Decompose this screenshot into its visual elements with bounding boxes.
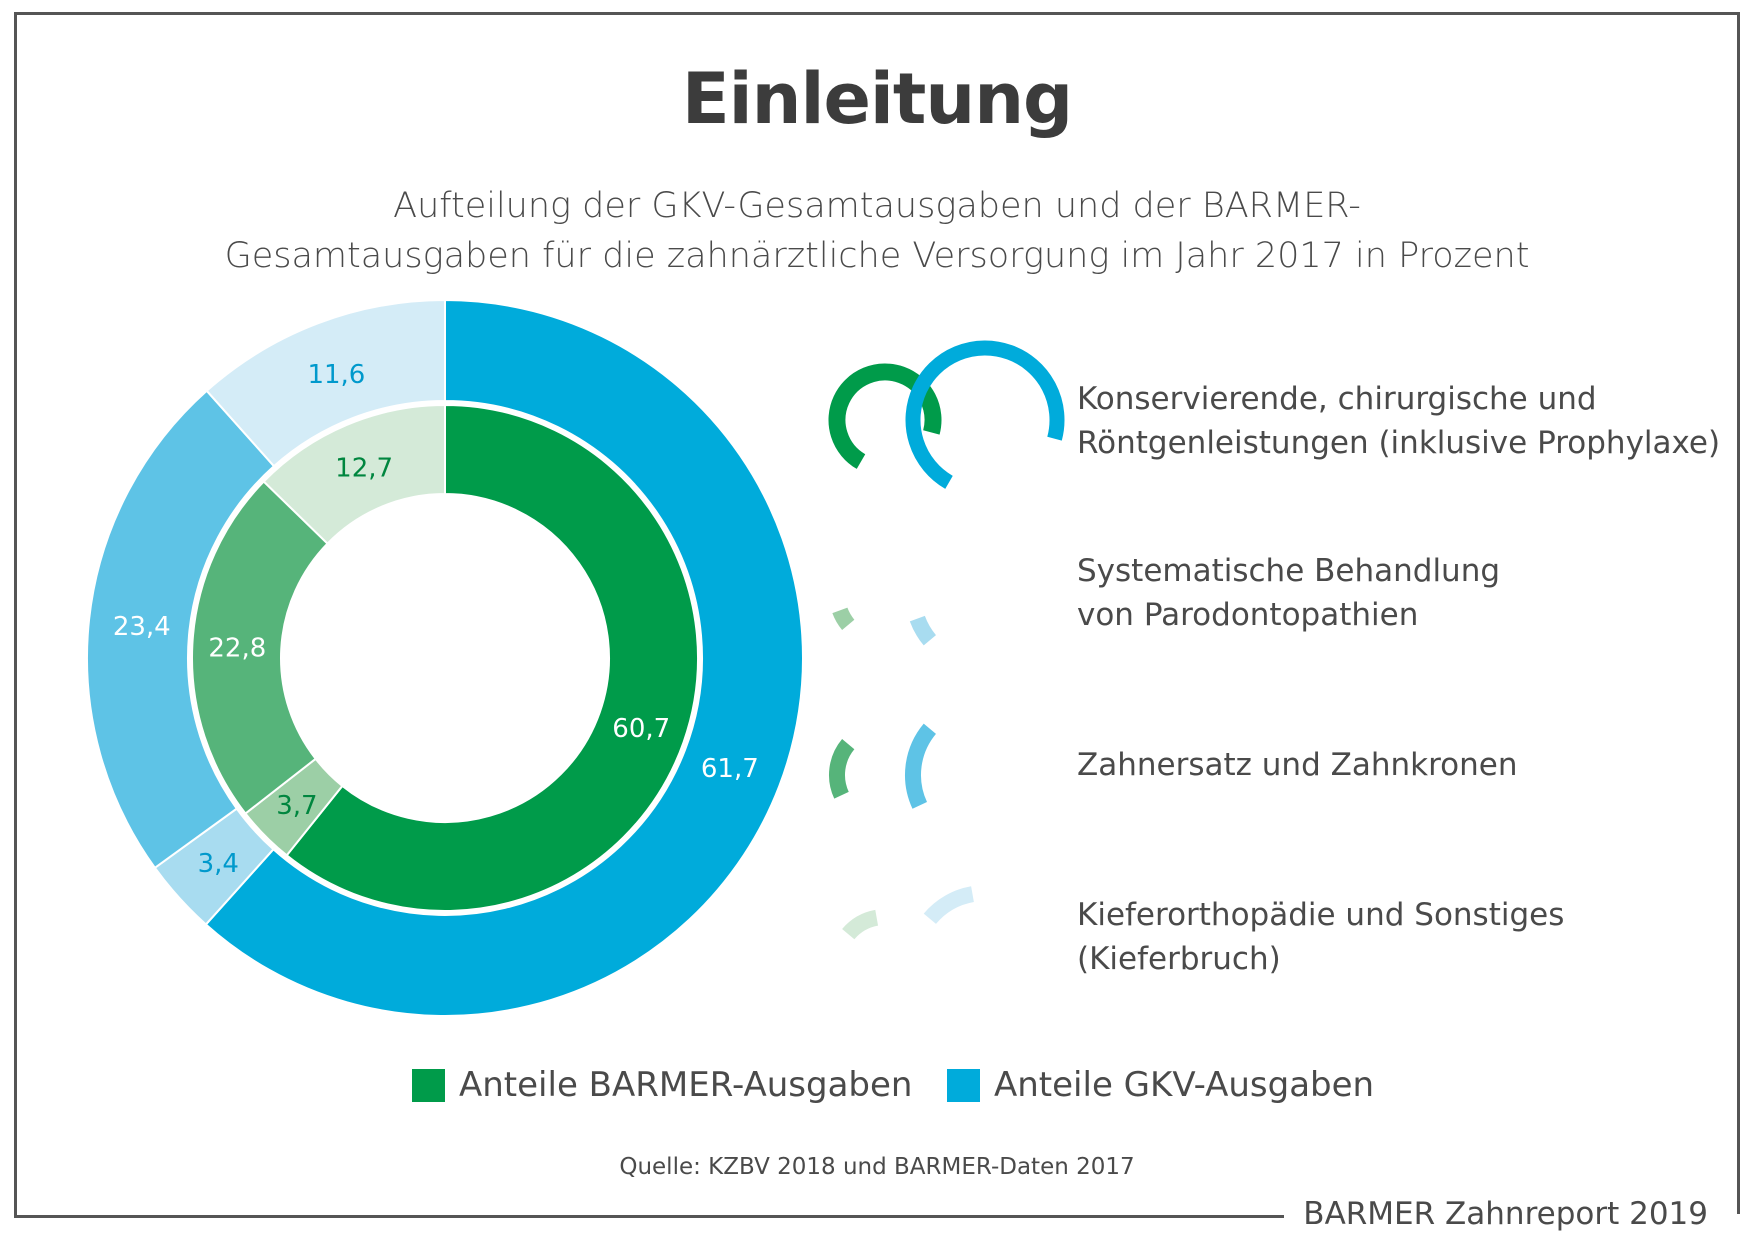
inner-ring-segment-4	[262, 403, 446, 546]
chart-subtitle-line1: Aufteilung der GKV-Gesamtausgaben und de…	[393, 186, 1361, 226]
legend-icon-barmer-1	[828, 363, 942, 469]
legend-category-1-line1: Konservierende, chirurgische und	[1077, 381, 1597, 417]
legend-icon-gkv-2	[909, 615, 937, 646]
outer-ring-label-1: 61,7	[701, 754, 759, 784]
frame-right	[1737, 12, 1740, 1214]
legend-series-gkv: Anteile GKV-Ausgaben	[947, 1065, 1374, 1105]
outer-ring-segment-3	[86, 389, 276, 870]
legend-category-4-line2: (Kieferbruch)	[1077, 941, 1281, 977]
legend-icon-gkv-3	[905, 723, 937, 809]
legend-swatch-barmer	[412, 1068, 445, 1102]
legend-category-4: Kieferorthopädie und Sonstiges (Kieferbr…	[1077, 893, 1564, 981]
inner-ring-label-4: 12,7	[335, 453, 393, 483]
frame-left	[14, 12, 17, 1218]
legend-category-1: Konservierende, chirurgische und Röntgen…	[1077, 377, 1720, 465]
inner-ring-segment-1	[285, 403, 699, 912]
legend-icon-barmer-3	[829, 739, 855, 799]
legend-series-barmer-label: Anteile BARMER-Ausgaben	[459, 1065, 913, 1105]
legend-category-3-line1: Zahnersatz und Zahnkronen	[1077, 747, 1518, 783]
frame-top	[14, 12, 1740, 15]
outer-ring-segment-4	[205, 298, 446, 468]
legend-category-3: Zahnersatz und Zahnkronen	[1077, 743, 1517, 787]
chart-subtitle-line2: Gesamtausgaben für die zahnärztliche Ver…	[224, 236, 1530, 276]
legend-category-2-line2: von Parodontopathien	[1077, 597, 1419, 633]
inner-ring-label-3: 22,8	[208, 634, 266, 664]
legend-icon-gkv-4	[923, 886, 975, 925]
frame-bottom	[14, 1215, 1284, 1218]
outer-ring-segment-1	[204, 298, 804, 1017]
page-title: Einleitung	[681, 58, 1073, 140]
legend-category-4-line1: Kieferorthopädie und Sonstiges	[1077, 897, 1565, 933]
legend-category-2-line1: Systematische Behandlung	[1077, 553, 1501, 589]
legend-swatch-gkv	[947, 1068, 980, 1102]
legend-icon-barmer-2	[832, 607, 855, 630]
legend-icon-gkv-1	[905, 340, 1065, 489]
outer-ring-label-3: 23,4	[113, 612, 171, 642]
outer-ring-label-2: 3,4	[198, 849, 239, 879]
legend-icon-barmer-4	[842, 909, 879, 940]
inner-ring-label-1: 60,7	[612, 714, 670, 744]
legend-series-gkv-label: Anteile GKV-Ausgaben	[994, 1065, 1375, 1105]
inner-ring-segment-3	[191, 480, 329, 815]
legend-category-2: Systematische Behandlung von Parodontopa…	[1077, 549, 1500, 637]
source-note: Quelle: KZBV 2018 und BARMER-Daten 2017	[619, 1154, 1135, 1180]
legend-series-barmer: Anteile BARMER-Ausgaben	[412, 1065, 912, 1105]
legend-category-1-line2: Röntgenleistungen (inklusive Prophylaxe)	[1077, 425, 1721, 461]
outer-ring-label-4: 11,6	[307, 360, 365, 390]
inner-ring-label-2: 3,7	[276, 791, 317, 821]
report-name: BARMER Zahnreport 2019	[1303, 1196, 1708, 1232]
